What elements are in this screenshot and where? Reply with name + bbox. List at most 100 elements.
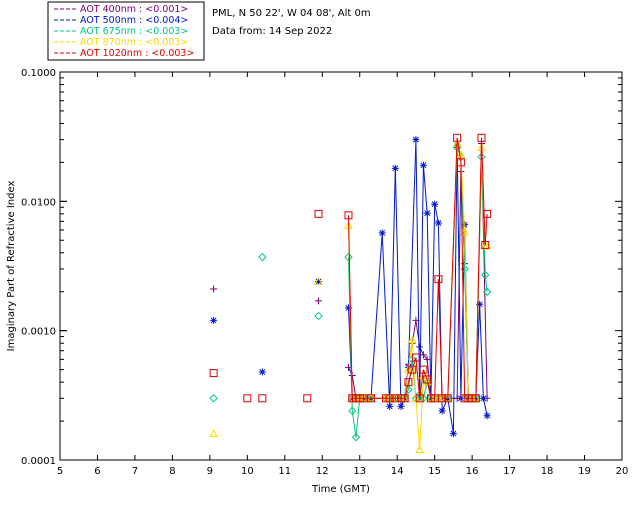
data-point-asterisk [344,304,352,312]
data-point-square [443,394,452,403]
data-point-square [471,394,480,403]
legend-label: AOT 675nm : <0.003> [80,26,188,37]
series-line-segment [437,279,443,399]
x-tick-label: 19 [578,466,591,477]
series-line-segment [381,232,391,407]
series-line-segment [411,339,417,399]
plot-area [59,71,623,461]
data-point-plus [210,285,218,293]
data-point-diamond [209,394,218,403]
data-point-square [483,209,492,218]
data-point-asterisk [210,316,218,324]
series-line-segment [394,168,402,407]
legend-label: AOT 400nm : <0.001> [80,4,188,15]
series-line-segment [456,145,462,399]
data-point-asterisk [476,300,484,308]
data-point-asterisk [431,200,439,208]
y-tick-label: 0.0010 [21,327,56,338]
x-tick-label: 18 [541,466,554,477]
data-point-square [314,209,323,218]
data-point-triangle [422,377,432,386]
data-point-triangle [460,227,469,236]
series-line-segment [426,213,432,399]
annotation-date: Data from: 14 Sep 2022 [212,26,332,37]
data-point-square [415,394,424,403]
series-line-segment [422,369,428,380]
x-tick-label: 14 [391,466,404,477]
data-point-square [411,353,420,362]
data-point-square [400,394,409,403]
y-tick-label: 0.1000 [21,68,56,79]
x-tick-label: 17 [503,466,516,477]
series-line-segment [482,398,488,416]
series-4 [209,133,492,403]
series-line-segment [407,139,417,368]
data-point-diamond [482,287,492,296]
data-point-diamond [344,252,353,262]
data-point-asterisk [258,368,266,376]
series-line-segment [456,137,462,163]
data-point-asterisk [412,136,420,144]
y-tick-label: 0.0001 [21,456,56,467]
legend-label: AOT 870nm : <0.003> [80,37,188,48]
data-point-plus [315,297,323,305]
data-point-asterisk [397,402,405,410]
series-line-segment [423,354,428,360]
x-tick-label: 13 [353,466,366,477]
legend-label: AOT 500nm : <0.004> [80,15,188,26]
x-axis-label: Time (GMT) [311,484,370,495]
data-point-diamond [422,377,432,387]
series-line-segment [447,398,454,434]
series-layer [209,133,492,454]
series-line-segment [460,154,466,232]
data-point-square [477,133,486,142]
data-point-square [366,394,375,403]
series-line-segment [434,279,439,399]
data-point-triangle [407,335,417,344]
data-point-square [423,375,432,384]
x-axis-ticks: 5 6 7 8 9 10 11 12 13 14 15 16 17 18 19 20 [57,72,628,477]
x-tick-label: 10 [241,466,254,477]
x-tick-label: 5 [57,466,63,477]
data-point-square [243,394,252,403]
data-point-asterisk [315,277,323,285]
data-point-asterisk [419,161,427,169]
data-point-square [385,394,394,403]
data-point-asterisk [391,164,399,172]
data-point-plus [423,355,431,363]
legend: AOT 400nm : <0.001>AOT 500nm : <0.004>AO… [54,4,194,59]
data-point-square [456,158,465,167]
series-line-segment [460,162,466,399]
data-point-square [408,365,417,374]
data-point-asterisk [449,430,457,438]
data-point-diamond [481,270,490,280]
series-line-segment [434,204,439,224]
data-point-square [258,394,267,403]
series-line-segment [419,369,424,399]
annotation-location: PML, N 50 22', W 04 08', Alt 0m [212,8,371,19]
data-point-asterisk [479,394,487,402]
series-line-segment [481,137,486,245]
series-line-segment [411,320,417,344]
data-point-diamond [351,433,361,442]
series-line-segment [415,357,421,399]
series-line-segment [404,382,409,399]
data-point-square [453,133,462,142]
y-axis-label: Imaginary Part of Refractive Index [6,181,17,352]
data-point-square [344,211,353,220]
data-point-plus [419,351,427,359]
series-line-segment [419,375,424,450]
series-line-segment [415,398,421,450]
series-line-segment [419,165,424,399]
series-line-segment [464,231,469,399]
series-line-segment [411,357,417,370]
data-point-asterisk [483,412,491,420]
data-point-asterisk [378,229,386,237]
data-point-square [209,369,218,378]
series-line-segment [355,398,361,438]
series-line-segment [422,165,428,214]
series-line-segment [389,168,396,407]
data-point-square [391,394,400,403]
data-point-asterisk [423,209,431,217]
